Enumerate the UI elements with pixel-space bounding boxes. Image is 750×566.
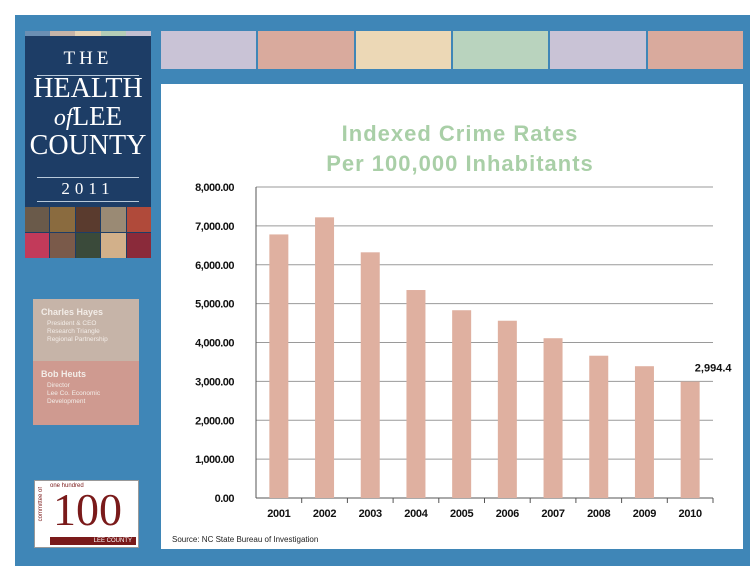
presenter-name: Charles Hayes: [41, 307, 104, 317]
photo-tile: [101, 207, 126, 232]
x-tick-label: 2005: [450, 508, 473, 520]
cover-of: of: [53, 105, 73, 131]
cover-photo-collage: [25, 207, 151, 258]
cover-health: HEALTH: [33, 73, 143, 104]
cover-rule: [37, 177, 139, 178]
bar: [543, 338, 563, 498]
presenters-panel: Charles Hayes President & CEO Research T…: [33, 299, 139, 425]
photo-tile: [126, 207, 151, 232]
bar: [269, 234, 289, 499]
x-tick-label: 2007: [541, 508, 564, 520]
y-tick-label: 7,000.00: [195, 221, 234, 233]
crime-rate-chart: Indexed Crime Rates Per 100,000 Inhabitan…: [195, 121, 733, 520]
y-tick-label: 3,000.00: [195, 376, 234, 388]
top-color-bar: [452, 31, 549, 69]
chart-panel: Indexed Crime Rates Per 100,000 Inhabitan…: [161, 84, 743, 549]
photo-tile: [50, 233, 75, 258]
cover-rule: [37, 201, 139, 202]
cover-stripes: [25, 31, 151, 36]
top-color-bar: [161, 31, 257, 69]
x-tick-label: 2006: [496, 508, 519, 520]
bar: [497, 320, 517, 498]
y-tick-label: 8,000.00: [195, 182, 234, 194]
chart-title-line: Indexed Crime Rates: [342, 121, 579, 146]
presenter-role: President & CEO: [47, 320, 97, 327]
y-tick-label: 4,000.00: [195, 338, 234, 350]
y-tick-label: 2,000.00: [195, 415, 234, 427]
photo-tile: [126, 233, 151, 258]
photo-tile: [101, 233, 126, 258]
logo-county-text: LEE COUNTY: [93, 538, 132, 544]
data-label: 2,994.4: [695, 363, 733, 375]
cover-stripe: [25, 31, 51, 36]
x-tick-label: 2010: [679, 508, 702, 520]
top-color-bar: [647, 31, 743, 69]
x-tick-label: 2002: [313, 508, 336, 520]
cover-lee: LEE: [72, 101, 123, 131]
photo-tile: [25, 207, 50, 232]
presenter-role: Director: [47, 382, 70, 389]
cover-of-lee: ofLEE: [25, 101, 151, 131]
bar: [680, 381, 700, 498]
presenter-role: Regional Partnership: [47, 336, 108, 343]
bar: [589, 355, 609, 498]
photo-tile: [50, 207, 75, 232]
presenter-role: Lee Co. Economic: [47, 390, 101, 397]
chart-source: Source: NC State Bureau of Investigation: [172, 535, 319, 544]
y-tick-label: 0.00: [215, 493, 235, 505]
bar: [406, 290, 426, 498]
y-tick-label: 1,000.00: [195, 454, 234, 466]
top-color-bar: [258, 31, 354, 69]
cover-rule: [37, 75, 139, 76]
top-color-bar: [550, 31, 646, 69]
photo-tile: [75, 207, 101, 232]
y-tick-label: 6,000.00: [195, 260, 234, 272]
bar: [634, 366, 654, 498]
logo-small-text: one hundred: [50, 483, 84, 489]
presenter-role: Research Triangle: [47, 328, 100, 335]
cover-the: THE: [63, 48, 113, 69]
x-tick-label: 2001: [267, 508, 290, 520]
cover-county: COUNTY: [29, 130, 147, 161]
x-tick-label: 2008: [587, 508, 610, 520]
bar: [452, 310, 472, 498]
cover-stripe: [100, 31, 126, 36]
photo-tile: [25, 233, 50, 258]
top-color-bars: [161, 31, 743, 69]
presenter-card: Charles Hayes President & CEO Research T…: [33, 299, 139, 361]
bar: [360, 252, 380, 498]
x-tick-label: 2004: [404, 508, 428, 520]
logo-vertical-text: committee of: [38, 487, 44, 522]
logo-bar: [50, 537, 136, 545]
bar: [315, 217, 335, 498]
cover-year: 2011: [61, 179, 115, 198]
logo-number: 100: [53, 484, 122, 535]
presenter-name: Bob Heuts: [41, 369, 86, 379]
cover-stripe: [50, 31, 76, 36]
x-tick-label: 2009: [633, 508, 656, 520]
presenter-role: Development: [47, 398, 86, 405]
report-cover: THE HEALTH ofLEE COUNTY 2011: [25, 31, 151, 258]
chart-title-line: Per 100,000 Inhabitants: [326, 151, 594, 176]
y-tick-label: 5,000.00: [195, 299, 234, 311]
top-color-bar: [355, 31, 451, 69]
x-tick-label: 2003: [359, 508, 382, 520]
photo-tile: [75, 233, 101, 258]
cover-stripe: [75, 31, 101, 36]
presenter-card: Bob Heuts Director Lee Co. Economic Deve…: [33, 361, 139, 425]
cover-stripe: [125, 31, 151, 36]
committee-100-logo: one hundred committee of 100 LEE COUNTY: [34, 480, 139, 548]
